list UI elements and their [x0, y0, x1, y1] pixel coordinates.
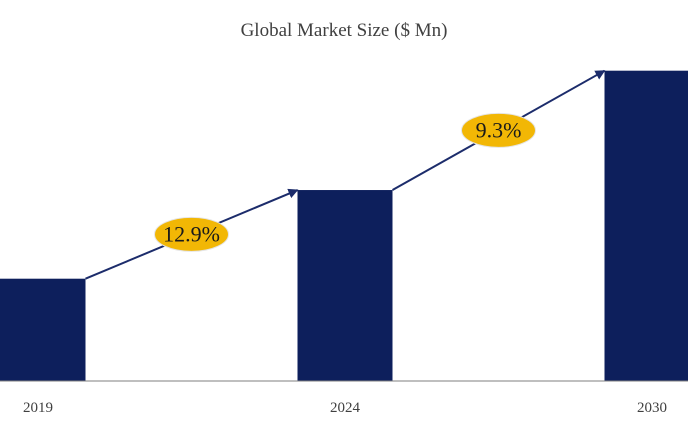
arrows-layer: 12.9% 9.3%	[85, 69, 606, 280]
bar-2024	[297, 190, 393, 381]
cagr-label-1: 12.9%	[163, 221, 220, 246]
cagr-badge-2	[461, 112, 536, 148]
cagr-badge-1	[154, 216, 229, 252]
chart-title: Global Market Size ($ Mn)	[241, 20, 448, 41]
bar-2019	[0, 278, 86, 381]
ticks-layer: 2019 2024 2030	[23, 400, 667, 416]
x-tick-label-2024: 2024	[330, 400, 361, 416]
bars-layer	[0, 70, 688, 381]
x-tick-label-2030: 2030	[637, 400, 667, 416]
x-tick-label-2019: 2019	[23, 400, 53, 416]
bar-2030	[604, 70, 688, 381]
cagr-label-2: 9.3%	[476, 117, 522, 142]
